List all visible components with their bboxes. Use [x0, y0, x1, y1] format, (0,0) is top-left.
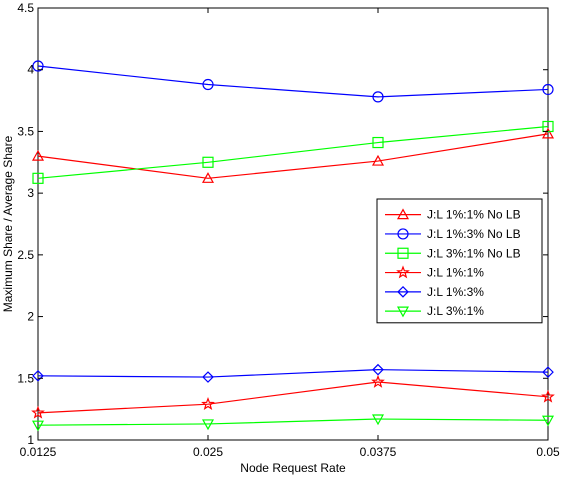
series-1 [31, 127, 555, 183]
data-point [202, 156, 214, 168]
legend-marker [397, 247, 409, 259]
x-tick-label: 0.05 [536, 445, 560, 459]
y-tick-label: 3 [27, 186, 34, 200]
legend-box [376, 198, 543, 324]
y-tick-label: 2.5 [17, 248, 34, 262]
data-point [542, 366, 554, 378]
y-tick-label: 3.5 [17, 124, 34, 138]
legend-item: J:L 1%:3% No LB [385, 227, 521, 241]
legend-label: J:L 1%:3% No LB [427, 227, 521, 241]
legend-item: J:L 1%:1% No LB [385, 208, 521, 222]
data-point [202, 78, 214, 91]
data-point [201, 396, 215, 411]
legend-label: J:L 1%:1% No LB [427, 208, 521, 222]
series-5 [32, 363, 554, 383]
legend-item: J:L 3%:1% [385, 304, 484, 318]
series-line [37, 381, 549, 414]
y-tick-label: 1.5 [17, 371, 34, 385]
legend-marker [397, 286, 409, 298]
data-point [541, 389, 555, 403]
series-line [37, 65, 549, 98]
series-line [37, 418, 549, 426]
data-point [32, 60, 44, 72]
series-line [37, 369, 549, 378]
y-tick-label: 2 [27, 310, 34, 324]
series-2 [32, 60, 554, 103]
legend-label: J:L 1%:1% [427, 266, 484, 280]
data-point [541, 415, 555, 427]
series-6 [31, 414, 555, 432]
data-point [31, 420, 45, 432]
data-point [371, 374, 385, 388]
data-point [372, 363, 384, 376]
y-tick-label: 4.5 [17, 1, 34, 15]
axis-ticks: 0.0125 0.025 0.0375 0.05 1 1.5 2 2.5 3 3.5 4 4.5 [17, 1, 560, 459]
legend-label: J:L 3%:1% No LB [427, 246, 521, 260]
legend-marker [396, 265, 410, 279]
data-point [32, 369, 44, 382]
y-tick-label: 4 [27, 63, 34, 77]
legend-label: J:L 1%:3% [427, 285, 484, 299]
data-point [541, 127, 555, 139]
legend-label: J:L 3%:1% [427, 304, 484, 318]
data-point [202, 371, 214, 383]
legend-item: J:L 1%:3% [385, 285, 484, 299]
x-tick-label: 0.0125 [20, 445, 57, 459]
legend-item: J:L 1%:1% [385, 265, 484, 280]
series-line [37, 133, 549, 179]
x-tick-label: 0.0375 [360, 445, 397, 459]
series-layer [31, 60, 555, 432]
legend-marker [397, 228, 409, 240]
x-tick-label: 0.025 [193, 445, 223, 459]
data-point [31, 405, 45, 419]
data-point [371, 414, 385, 426]
data-point [372, 91, 384, 103]
legend-item: J:L 3%:1% No LB [385, 246, 521, 260]
legend-marker [396, 306, 410, 318]
legend: J:L 1%:1% No LB J:L 1%:3% No LB J:L 3%:1% … [376, 198, 543, 324]
data-point [32, 172, 44, 184]
data-point [542, 83, 554, 96]
legend-marker [396, 208, 410, 220]
data-point [201, 419, 215, 431]
y-axis-label: Maximum Share / Average Share [1, 135, 15, 312]
data-point [372, 136, 384, 149]
series-line [37, 125, 549, 179]
x-axis-label: Node Request Rate [240, 461, 346, 475]
y-tick-label: 1 [27, 433, 34, 447]
series-4 [31, 374, 555, 419]
data-point [201, 172, 215, 183]
data-point [371, 154, 385, 166]
data-point [31, 149, 45, 161]
